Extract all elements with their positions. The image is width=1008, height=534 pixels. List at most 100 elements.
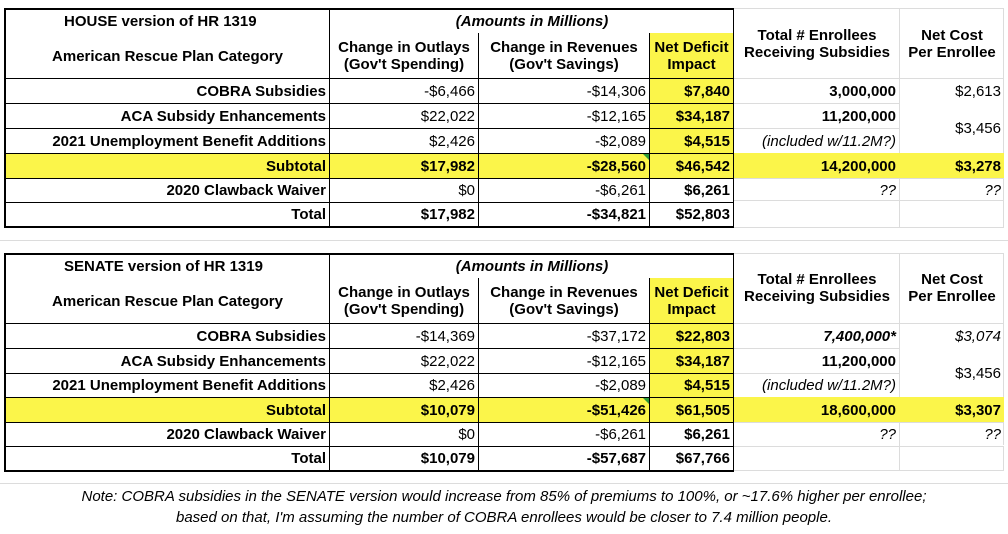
table-cell-deficit: $22,803 xyxy=(675,327,730,345)
table-cell-enrollees: (included w/11.2M?) xyxy=(762,132,896,150)
table-cell-netcost: $3,456 xyxy=(955,119,1001,137)
senate-deficit-header: Net Deficit Impact xyxy=(650,279,733,323)
house-outlays-header-line2: (Gov't Spending) xyxy=(343,56,465,73)
table-row-category: Total xyxy=(291,206,326,223)
footnote-line-1: Note: COBRA subsidies in the SENATE vers… xyxy=(81,488,927,505)
table-cell-enrollees: 3,000,000 xyxy=(829,82,896,100)
table-cell-revenues: -$2,089 xyxy=(595,132,646,150)
table-cell-outlays: $2,426 xyxy=(429,132,475,150)
table-cell-netcost: ?? xyxy=(984,426,1001,443)
house-deficit-header: Net Deficit Impact xyxy=(650,34,733,78)
table-cell-netcost: ?? xyxy=(984,182,1001,199)
table-cell-deficit: $6,261 xyxy=(684,426,730,443)
house-netcost-header-line2: Per Enrollee xyxy=(908,44,996,61)
house-deficit-header-line1: Net Deficit xyxy=(654,39,729,56)
house-revenues-header-line2: (Gov't Savings) xyxy=(509,56,619,73)
table-cell-deficit: $34,187 xyxy=(675,352,730,370)
table-row-category: 2021 Unemployment Benefit Additions xyxy=(52,377,326,394)
table-cell-outlays: $22,022 xyxy=(420,107,475,125)
house-amounts-header: (Amounts in Millions) xyxy=(455,12,609,30)
senate-category-header: American Rescue Plan Category xyxy=(52,292,283,310)
table-cell-revenues: -$37,172 xyxy=(586,327,646,345)
table-cell-revenues: -$2,089 xyxy=(595,377,646,394)
senate-amounts-header: (Amounts in Millions) xyxy=(455,257,609,275)
table-row-category: ACA Subsidy Enhancements xyxy=(120,107,326,125)
table-cell-revenues: -$51,426 xyxy=(586,401,646,419)
house-revenues-header-line1: Change in Revenues xyxy=(490,39,638,56)
senate-netcost-header-line1: Net Cost xyxy=(921,271,983,288)
table-row-category: Total xyxy=(291,450,326,467)
formula-flag-marker xyxy=(643,398,649,404)
table-cell-deficit: $34,187 xyxy=(675,107,730,125)
table-cell-outlays: -$6,466 xyxy=(424,82,475,100)
table-cell-outlays: -$14,369 xyxy=(415,327,475,345)
table-cell-netcost: $3,307 xyxy=(955,401,1001,419)
house-outlays-header: Change in Outlays (Gov't Spending) xyxy=(330,34,478,78)
table-cell-outlays: $22,022 xyxy=(420,352,475,370)
house-revenues-header: Change in Revenues (Gov't Savings) xyxy=(479,34,649,78)
senate-netcost-header: Net Cost Per Enrollee xyxy=(900,266,1004,310)
table-cell-enrollees: 7,400,000* xyxy=(823,327,896,345)
table-cell-revenues: -$6,261 xyxy=(595,182,646,199)
senate-outlays-header-line2: (Gov't Spending) xyxy=(343,301,465,318)
house-deficit-header-line2: Impact xyxy=(667,56,716,73)
table-cell-revenues: -$57,687 xyxy=(586,450,646,467)
table-row-category: COBRA Subsidies xyxy=(196,327,326,345)
table-cell-outlays: $0 xyxy=(458,426,475,443)
footnote-line-2: based on that, I'm assuming the number o… xyxy=(176,509,832,526)
table-cell-enrollees: 11,200,000 xyxy=(821,107,896,125)
table-cell-enrollees: ?? xyxy=(879,426,896,443)
table-cell-revenues: -$34,821 xyxy=(586,206,646,223)
table-row-category: COBRA Subsidies xyxy=(196,82,326,100)
table-cell-deficit: $4,515 xyxy=(684,132,730,150)
table-cell-deficit: $61,505 xyxy=(675,401,730,419)
table-row-category: ACA Subsidy Enhancements xyxy=(120,352,326,370)
table-cell-outlays: $10,079 xyxy=(420,450,475,467)
formula-flag-marker xyxy=(643,154,649,160)
table-cell-revenues: -$12,165 xyxy=(586,107,646,125)
senate-title: SENATE version of HR 1319 xyxy=(64,257,263,275)
table-cell-deficit: $52,803 xyxy=(675,206,730,223)
table-cell-deficit: $7,840 xyxy=(684,82,730,100)
house-enrollees-header-line1: Total # Enrollees xyxy=(757,27,877,44)
senate-enrollees-header: Total # Enrollees Receiving Subsidies xyxy=(735,266,899,310)
table-cell-enrollees: 11,200,000 xyxy=(821,352,896,370)
house-netcost-header: Net Cost Per Enrollee xyxy=(900,22,1004,66)
table-cell-netcost: $3,278 xyxy=(955,157,1001,175)
house-category-header: American Rescue Plan Category xyxy=(52,47,283,65)
table-cell-deficit: $6,261 xyxy=(684,182,730,199)
house-netcost-header-line1: Net Cost xyxy=(921,27,983,44)
table-cell-netcost: $3,456 xyxy=(955,364,1001,382)
senate-revenues-header-line1: Change in Revenues xyxy=(490,284,638,301)
table-cell-revenues: -$6,261 xyxy=(595,426,646,443)
senate-netcost-header-line2: Per Enrollee xyxy=(908,288,996,305)
senate-revenues-header-line2: (Gov't Savings) xyxy=(509,301,619,318)
senate-revenues-header: Change in Revenues (Gov't Savings) xyxy=(479,279,649,323)
table-cell-netcost: $2,613 xyxy=(955,82,1001,100)
table-cell-enrollees: 14,200,000 xyxy=(820,157,896,175)
table-row-category: 2020 Clawback Waiver xyxy=(166,182,326,199)
house-enrollees-header: Total # Enrollees Receiving Subsidies xyxy=(735,22,899,66)
house-title: HOUSE version of HR 1319 xyxy=(64,12,257,30)
table-row-category: 2021 Unemployment Benefit Additions xyxy=(52,132,326,150)
table-cell-outlays: $10,079 xyxy=(420,401,475,419)
table-cell-outlays: $17,982 xyxy=(420,206,475,223)
table-row-category: 2020 Clawback Waiver xyxy=(166,426,326,443)
table-cell-revenues: -$12,165 xyxy=(586,352,646,370)
table-row-category: Subtotal xyxy=(266,157,326,175)
table-cell-enrollees: (included w/11.2M?) xyxy=(762,377,896,394)
house-enrollees-header-line2: Receiving Subsidies xyxy=(744,44,890,61)
senate-enrollees-header-line1: Total # Enrollees xyxy=(757,271,877,288)
senate-outlays-header: Change in Outlays (Gov't Spending) xyxy=(330,279,478,323)
senate-enrollees-header-line2: Receiving Subsidies xyxy=(744,288,890,305)
table-cell-revenues: -$28,560 xyxy=(586,157,646,175)
senate-deficit-header-line2: Impact xyxy=(667,301,716,318)
table-row-category: Subtotal xyxy=(266,401,326,419)
table-cell-outlays: $0 xyxy=(458,182,475,199)
senate-deficit-header-line1: Net Deficit xyxy=(654,284,729,301)
house-outlays-header-line1: Change in Outlays xyxy=(338,39,470,56)
table-cell-deficit: $46,542 xyxy=(675,157,730,175)
table-cell-revenues: -$14,306 xyxy=(586,82,646,100)
table-cell-deficit: $67,766 xyxy=(675,450,730,467)
